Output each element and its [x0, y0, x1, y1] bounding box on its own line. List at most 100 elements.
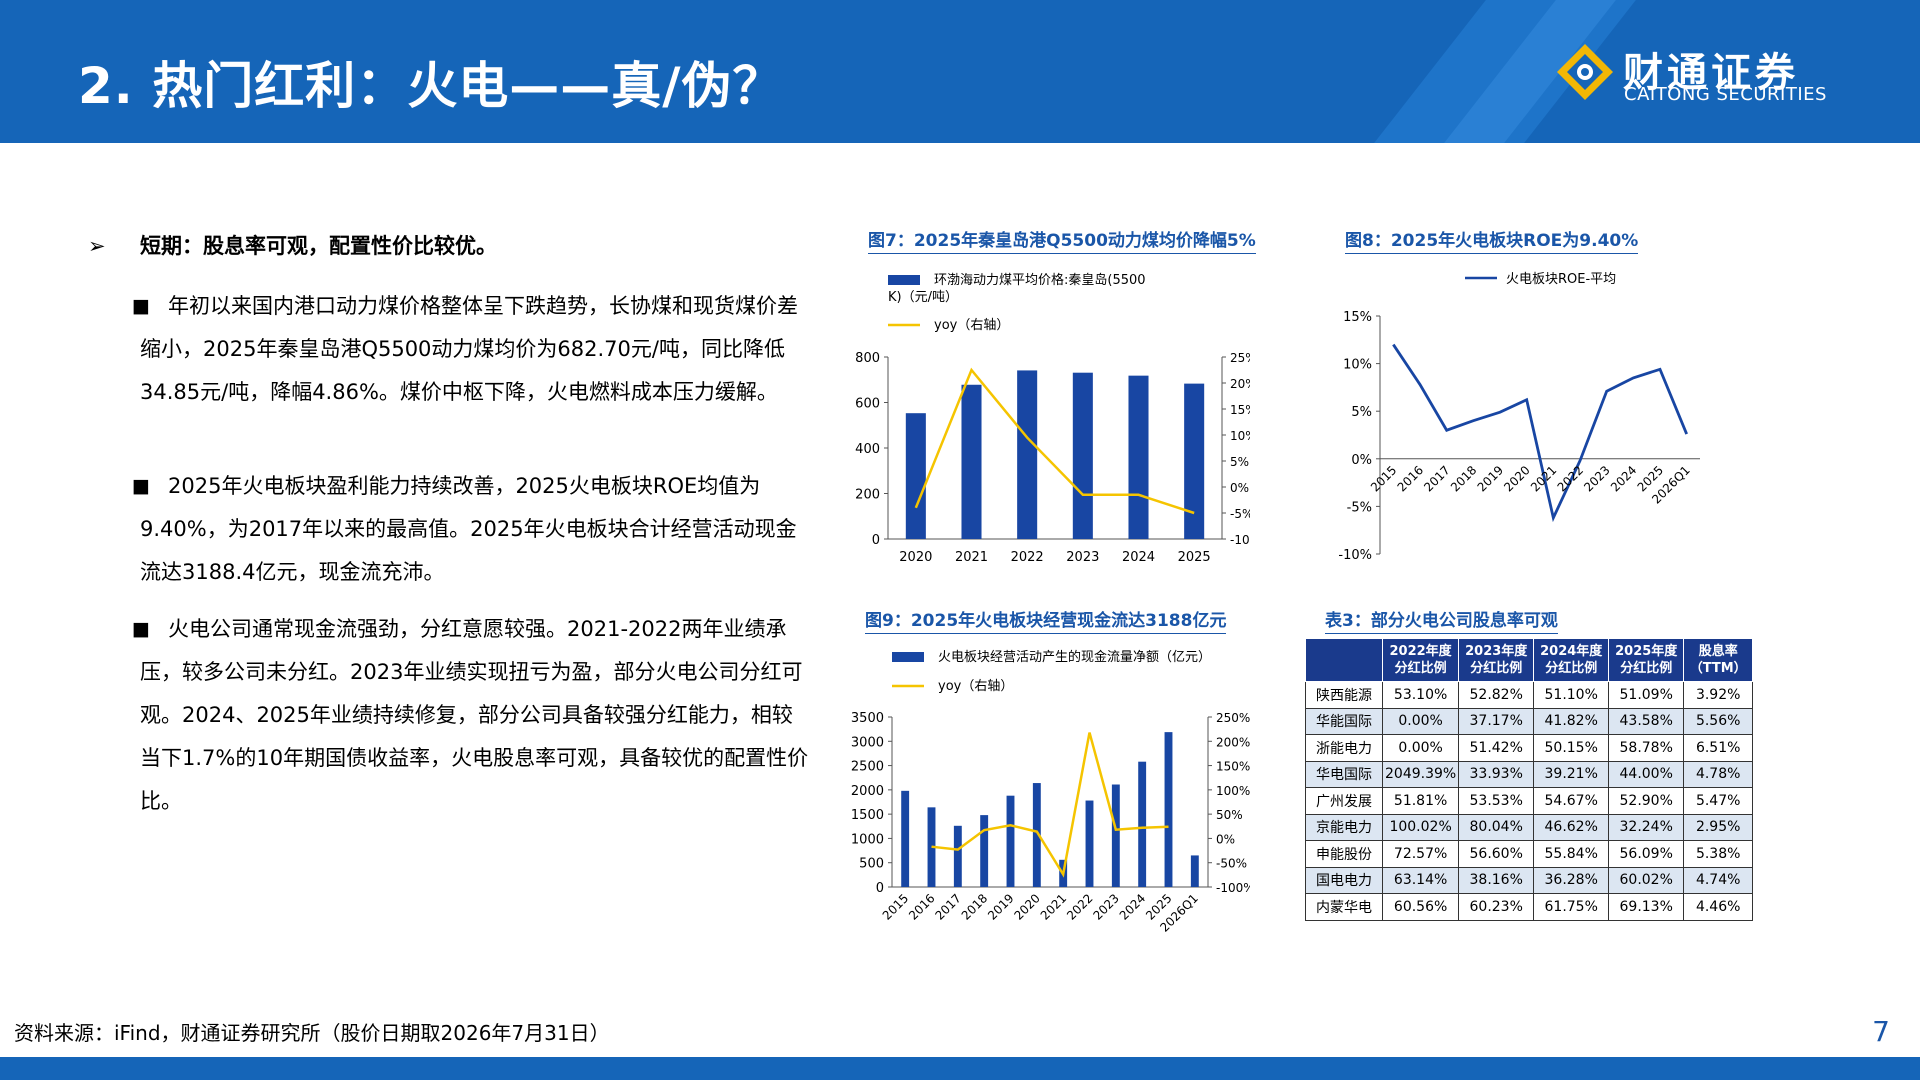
table-header-cell: 2025年度分红比例 [1608, 638, 1685, 682]
y2-tick-label: -5% [1230, 507, 1250, 521]
paragraph-text: 2025年火电板块盈利能力持续改善，2025火电板块ROE均值为9.40%，为2… [140, 474, 797, 584]
table-row: 申能股份 72.57% 56.60% 55.84% 56.09% 5.38% [1305, 840, 1754, 868]
y-tick-label: 0% [1351, 453, 1372, 468]
table-cell: 2049.39% [1381, 760, 1460, 788]
table-row: 国电电力 63.14% 38.16% 36.28% 60.02% 4.74% [1305, 866, 1754, 894]
arrow-bullet-icon: ➢ [88, 234, 106, 258]
x-tick-label: 2023 [1581, 463, 1612, 494]
page-number: 7 [1872, 1015, 1890, 1048]
table-cell: 46.62% [1533, 813, 1610, 841]
x-tick-label: 2023 [1090, 891, 1121, 922]
y-tick-label: -5% [1347, 500, 1372, 515]
x-tick-label: 2016 [1395, 463, 1426, 494]
legend-label: 火电板块经营活动产生的现金流量净额（亿元） [938, 649, 1211, 665]
legend-label: yoy（右轴） [938, 679, 1013, 694]
header-banner: 2. 热门红利：火电——真/伪？ 财通证券 CAITONG SECURITIES [0, 0, 1920, 143]
y2-tick-label: -50% [1216, 857, 1247, 871]
y-tick-label: 1000 [851, 832, 884, 847]
bar [953, 825, 962, 887]
square-bullet-icon: ■ [132, 618, 150, 640]
table-cell: 44.00% [1608, 760, 1685, 788]
x-tick-label: 2016 [906, 891, 937, 922]
y-tick-label: 2000 [851, 784, 884, 799]
square-bullet-icon: ■ [132, 295, 150, 317]
table-cell: 浙能电力 [1305, 734, 1383, 762]
table-header-cell: 股息率（TTM） [1683, 638, 1754, 682]
x-tick-label: 2021 [1528, 463, 1559, 494]
table-cell: 2.95% [1683, 813, 1754, 841]
y2-tick-label: 15% [1230, 403, 1250, 417]
legend-swatch [888, 275, 920, 285]
bar [1190, 855, 1199, 887]
table-row: 华能国际 0.00% 37.17% 41.82% 43.58% 5.56% [1305, 707, 1754, 735]
y2-tick-label: 150% [1216, 760, 1250, 774]
table-cell: 53.53% [1458, 787, 1535, 815]
y-tick-label: 3000 [851, 735, 884, 750]
y-tick-label: 3500 [851, 711, 884, 726]
table-cell: 60.23% [1458, 893, 1535, 921]
table-cell: 53.10% [1381, 681, 1460, 709]
table-cell: 4.78% [1683, 760, 1754, 788]
table-cell: 51.09% [1608, 681, 1685, 709]
table-cell: 陕西能源 [1305, 681, 1383, 709]
table-header-cell: 2024年度分红比例 [1533, 638, 1610, 682]
x-tick-label: 2022 [1555, 463, 1586, 494]
legend-label: 火电板块ROE-平均 [1506, 272, 1616, 287]
table-header-row: 2022年度分红比例 2023年度分红比例 2024年度分红比例 2025年度分… [1305, 638, 1754, 682]
table-cell: 56.60% [1458, 840, 1535, 868]
x-tick-label: 2017 [1421, 463, 1452, 494]
figure-8-title: 图8：2025年火电板块ROE为9.40% [1345, 226, 1639, 254]
y2-tick-label: 250% [1216, 711, 1250, 725]
table-header-cell: 2022年度分红比例 [1381, 638, 1460, 682]
bar [1085, 800, 1094, 887]
table-cell: 33.93% [1458, 760, 1535, 788]
x-tick-label: 2024 [1608, 463, 1639, 494]
table-cell: 60.56% [1381, 893, 1460, 921]
table-cell: 广州发展 [1305, 787, 1383, 815]
table-header-cell: 2023年度分红比例 [1458, 638, 1535, 682]
paragraph-1: ■ 年初以来国内港口动力煤价格整体呈下跌趋势，长协煤和现货煤价差缩小，2025年… [132, 285, 810, 414]
x-tick-label: 2021 [1038, 891, 1069, 922]
x-tick-label: 2018 [959, 891, 990, 922]
table-cell: 39.21% [1533, 760, 1610, 788]
y2-tick-label: 0% [1230, 481, 1249, 495]
table-cell: 0.00% [1381, 734, 1460, 762]
x-tick-label: 2015 [1368, 463, 1399, 494]
table-cell: 4.46% [1683, 893, 1754, 921]
table-cell: 5.38% [1683, 840, 1754, 868]
y-tick-label: 1500 [851, 808, 884, 823]
x-tick-label: 2023 [1066, 550, 1099, 565]
bar [1017, 370, 1038, 539]
table-cell: 51.10% [1533, 681, 1610, 709]
table-cell: 43.58% [1608, 707, 1685, 735]
table-cell: 36.28% [1533, 866, 1610, 894]
table-cell: 61.75% [1533, 893, 1610, 921]
table-cell: 37.17% [1458, 707, 1535, 735]
x-tick-label: 2022 [1011, 550, 1044, 565]
bar [1128, 375, 1149, 539]
y-tick-label: 0 [872, 533, 880, 548]
bar [905, 413, 926, 539]
x-tick-label: 2017 [932, 891, 963, 922]
table-cell: 58.78% [1608, 734, 1685, 762]
x-tick-label: 2020 [899, 550, 932, 565]
bar [901, 790, 910, 887]
table-cell: 32.24% [1608, 813, 1685, 841]
y-tick-label: 5% [1351, 405, 1372, 420]
yoy-line [931, 732, 1169, 878]
table-cell: 6.51% [1683, 734, 1754, 762]
table-cell: 5.56% [1683, 707, 1754, 735]
figure-7-title: 图7：2025年秦皇岛港Q5500动力煤均价降幅5% [868, 226, 1256, 254]
paragraph-text: 火电公司通常现金流强劲，分红意愿较强。2021-2022两年业绩承压，较多公司未… [140, 617, 809, 813]
table-cell: 55.84% [1533, 840, 1610, 868]
x-tick-label: 2019 [985, 891, 1016, 922]
y2-tick-label: 25% [1230, 351, 1250, 365]
table-row: 浙能电力 0.00% 51.42% 50.15% 58.78% 6.51% [1305, 734, 1754, 762]
x-tick-label: 2019 [1475, 463, 1506, 494]
yoy-line [914, 367, 1195, 515]
x-tick-label: 2024 [1117, 891, 1148, 922]
y2-tick-label: 50% [1216, 808, 1243, 822]
x-tick-label: 2018 [1448, 463, 1479, 494]
y2-tick-label: -100% [1216, 881, 1250, 895]
table-cell: 69.13% [1608, 893, 1685, 921]
